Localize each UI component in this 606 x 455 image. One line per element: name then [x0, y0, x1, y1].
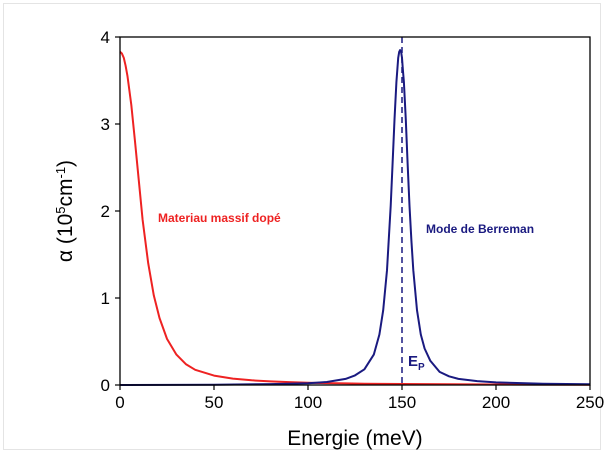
y-tick-label: 1 — [101, 289, 110, 308]
series-line-0 — [119, 51, 591, 386]
annotation-mode-berreman: Mode de Berreman — [426, 222, 534, 236]
ep-marker-label: EP — [408, 353, 425, 373]
y-axis-label-base: α (10 — [54, 214, 77, 262]
x-tick-label: 50 — [205, 393, 224, 412]
y-axis-label-exp2: -1 — [53, 167, 68, 179]
y-axis-label-end: ) — [54, 160, 77, 167]
x-tick-label: 150 — [388, 393, 416, 412]
x-tick-label: 0 — [115, 393, 124, 412]
y-tick-label: 3 — [101, 115, 110, 134]
series-line-1 — [119, 49, 591, 386]
x-tick-label: 250 — [576, 393, 604, 412]
y-axis-label-exp1: 5 — [53, 207, 68, 214]
ep-marker-letter: E — [408, 353, 418, 370]
annotation-materiau-massif: Materiau massif dopé — [158, 211, 281, 225]
y-tick-label: 4 — [101, 28, 110, 47]
tick-layer: 0 50 100 150 200 250 0 1 2 3 4 — [101, 28, 605, 412]
y-tick-label: 2 — [101, 202, 110, 221]
x-tick-label: 200 — [482, 393, 510, 412]
figure-frame — [3, 3, 601, 450]
y-tick-label: 0 — [101, 376, 110, 395]
x-tick-label: 100 — [294, 393, 322, 412]
y-axis-label: α (105cm-1) — [53, 160, 78, 262]
x-axis-label: Energie (meV) — [287, 427, 422, 450]
ep-marker-subscript: P — [418, 362, 425, 373]
series-layer — [119, 49, 591, 386]
y-axis-label-mid: cm — [54, 179, 77, 207]
